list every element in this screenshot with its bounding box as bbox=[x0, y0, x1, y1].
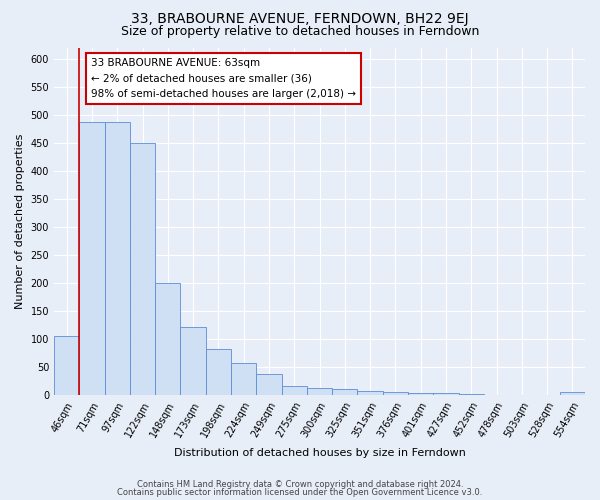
Text: Contains public sector information licensed under the Open Government Licence v3: Contains public sector information licen… bbox=[118, 488, 482, 497]
Bar bbox=[358, 390, 383, 395]
X-axis label: Distribution of detached houses by size in Ferndown: Distribution of detached houses by size … bbox=[173, 448, 466, 458]
Bar bbox=[408, 394, 433, 395]
Bar bbox=[256, 374, 281, 395]
Bar bbox=[332, 390, 358, 395]
Bar bbox=[509, 394, 535, 395]
Bar bbox=[383, 392, 408, 395]
Bar bbox=[54, 336, 79, 395]
Bar bbox=[130, 143, 155, 395]
Bar bbox=[484, 394, 509, 395]
Text: Size of property relative to detached houses in Ferndown: Size of property relative to detached ho… bbox=[121, 25, 479, 38]
Bar bbox=[104, 122, 130, 395]
Text: Contains HM Land Registry data © Crown copyright and database right 2024.: Contains HM Land Registry data © Crown c… bbox=[137, 480, 463, 489]
Text: 33, BRABOURNE AVENUE, FERNDOWN, BH22 9EJ: 33, BRABOURNE AVENUE, FERNDOWN, BH22 9EJ bbox=[131, 12, 469, 26]
Bar bbox=[535, 394, 560, 395]
Bar bbox=[433, 394, 458, 395]
Text: 33 BRABOURNE AVENUE: 63sqm
← 2% of detached houses are smaller (36)
98% of semi-: 33 BRABOURNE AVENUE: 63sqm ← 2% of detac… bbox=[91, 58, 356, 99]
Bar bbox=[181, 326, 206, 395]
Bar bbox=[281, 386, 307, 395]
Bar bbox=[155, 283, 181, 395]
Bar bbox=[458, 394, 484, 395]
Y-axis label: Number of detached properties: Number of detached properties bbox=[15, 134, 25, 309]
Bar bbox=[206, 349, 231, 395]
Bar bbox=[307, 388, 332, 395]
Bar bbox=[231, 362, 256, 395]
Bar bbox=[560, 392, 585, 395]
Bar bbox=[79, 122, 104, 395]
